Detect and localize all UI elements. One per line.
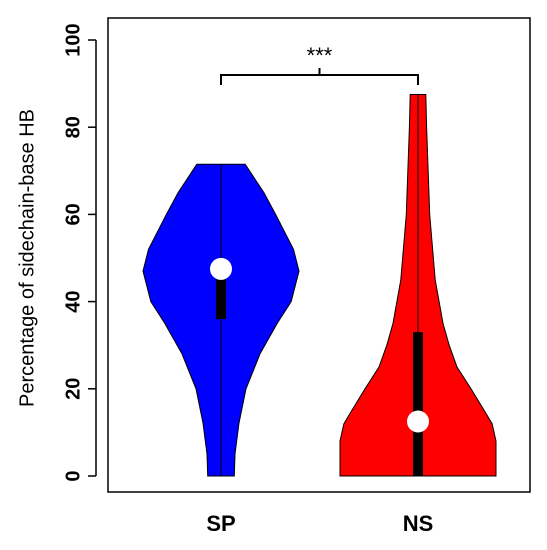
- box: [413, 332, 423, 476]
- y-tick-label: 40: [62, 290, 84, 312]
- box: [216, 262, 226, 320]
- significance-bracket: [220, 68, 419, 85]
- y-axis-label: Percentage of sidechain-base HB: [16, 109, 38, 407]
- x-tick-label: SP: [206, 511, 235, 536]
- significance-label: ***: [307, 43, 333, 68]
- x-tick-label: NS: [403, 511, 434, 536]
- y-tick-label: 20: [62, 378, 84, 400]
- plot-frame: [107, 17, 531, 493]
- y-tick-label: 80: [62, 116, 84, 138]
- y-tick-label: 0: [62, 470, 84, 481]
- median: [210, 257, 232, 280]
- y-tick-label: 100: [62, 23, 84, 56]
- y-tick-label: 60: [62, 203, 84, 225]
- median: [407, 410, 429, 433]
